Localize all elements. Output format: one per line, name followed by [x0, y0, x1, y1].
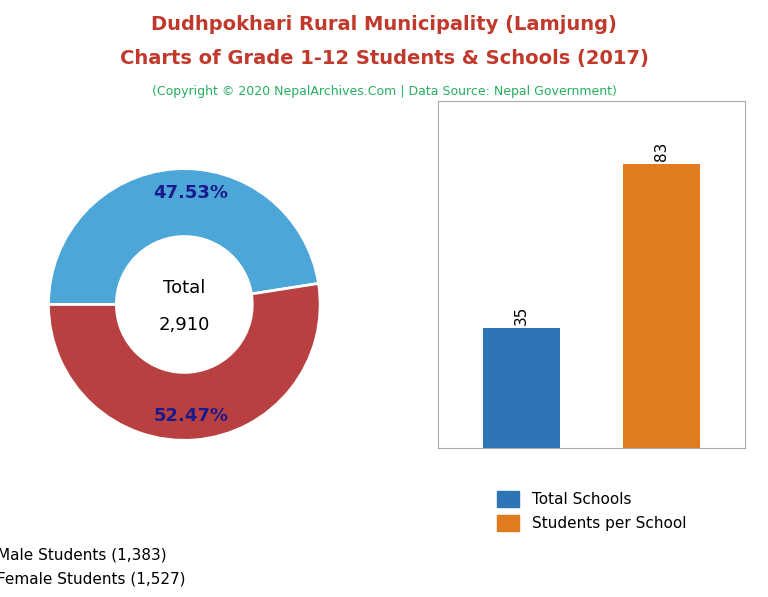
Text: 47.53%: 47.53%	[154, 184, 229, 202]
Bar	[623, 164, 700, 448]
Text: (Copyright © 2020 NepalArchives.Com | Data Source: Nepal Government): (Copyright © 2020 NepalArchives.Com | Da…	[151, 85, 617, 98]
Text: 35: 35	[514, 305, 529, 325]
Bar	[483, 328, 560, 448]
Text: 52.47%: 52.47%	[154, 407, 229, 425]
Legend: Total Schools, Students per School: Total Schools, Students per School	[491, 485, 692, 537]
Wedge shape	[48, 168, 319, 304]
Wedge shape	[48, 284, 320, 441]
Text: 2,910: 2,910	[159, 316, 210, 334]
Text: Charts of Grade 1-12 Students & Schools (2017): Charts of Grade 1-12 Students & Schools …	[120, 49, 648, 68]
Legend: Male Students (1,383), Female Students (1,527): Male Students (1,383), Female Students (…	[0, 547, 186, 586]
Text: 83: 83	[654, 141, 669, 161]
Text: Total: Total	[163, 279, 206, 297]
Text: Dudhpokhari Rural Municipality (Lamjung): Dudhpokhari Rural Municipality (Lamjung)	[151, 15, 617, 34]
